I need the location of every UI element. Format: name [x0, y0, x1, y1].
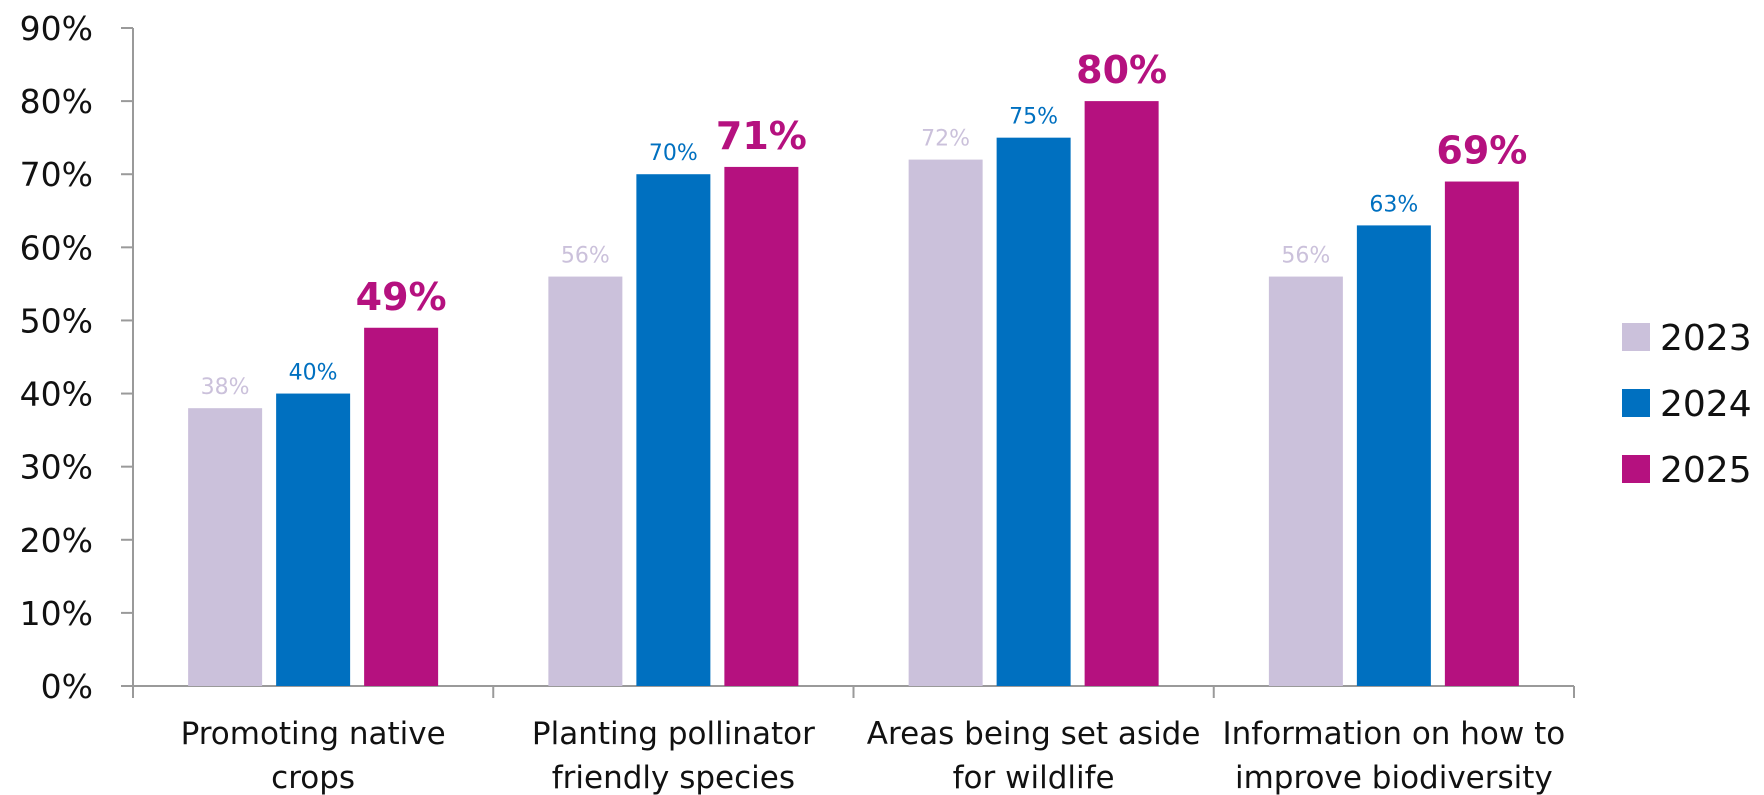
legend-label-2024: 2024 [1660, 384, 1752, 425]
bar-2024 [996, 137, 1071, 686]
x-category-label: Planting pollinator friendly species [532, 716, 815, 795]
legend-label-2023: 2023 [1660, 318, 1752, 359]
x-category-label-line: crops [271, 760, 355, 795]
bar-2023 [1268, 276, 1343, 686]
bar-2024 [1356, 225, 1431, 686]
x-category-label-line: Information on how to [1223, 716, 1566, 752]
data-label-2025: 80% [1076, 48, 1167, 92]
y-tick-label: 0% [41, 667, 93, 706]
data-label-2025: 69% [1436, 129, 1527, 173]
bars [188, 101, 1519, 687]
y-tick-label: 30% [20, 448, 93, 487]
y-tick-label: 60% [20, 228, 93, 267]
y-tick-label: 10% [20, 594, 93, 633]
x-axis: Promoting native crops Planting pollinator… [132, 685, 1575, 795]
x-category-label: Information on how to improve biodiversit… [1223, 716, 1566, 795]
data-label-2023: 56% [1281, 244, 1330, 269]
bar-2025 [1444, 181, 1519, 687]
data-label-2024: 75% [1009, 105, 1058, 130]
legend-swatch-2024 [1622, 389, 1650, 417]
x-category-label-line: for wildlife [953, 760, 1115, 795]
y-axis: 0% 10% 20% 30% 40% 50% 60% 70% 80% 90% [20, 9, 134, 706]
bar-2023 [908, 159, 983, 687]
y-tick-label: 80% [20, 82, 93, 121]
y-tick-label: 40% [20, 375, 93, 414]
data-label-2025: 71% [716, 114, 807, 158]
data-label-2023: 72% [921, 127, 970, 152]
value-labels: 38% 56% 72% 56% 40% 70% 75% 63% 49% 71% 80% 69% [201, 48, 1528, 400]
data-label-2024: 63% [1369, 192, 1418, 217]
y-tick-label: 50% [20, 301, 93, 340]
bar-2025 [1084, 101, 1159, 687]
x-category-label-line: Areas being set aside [867, 716, 1201, 752]
x-category-label-line: Promoting native [181, 716, 446, 752]
y-tick-label: 20% [20, 521, 93, 560]
data-label-2024: 40% [289, 361, 338, 386]
bar-2023 [188, 408, 263, 686]
bar-2024 [636, 174, 711, 686]
data-label-2023: 56% [561, 244, 610, 269]
bar-2023 [548, 276, 623, 686]
legend-label-2025: 2025 [1660, 450, 1752, 491]
legend: 2023 2024 2025 [1622, 318, 1752, 491]
x-category-label-line: improve biodiversity [1235, 760, 1553, 795]
data-label-2024: 70% [649, 141, 698, 166]
legend-swatch-2023 [1622, 323, 1650, 351]
data-label-2023: 38% [201, 375, 250, 400]
bar-2025 [724, 166, 799, 686]
x-category-label-line: friendly species [552, 760, 795, 795]
x-category-label: Areas being set aside for wildlife [867, 716, 1201, 795]
y-tick-label: 70% [20, 155, 93, 194]
legend-swatch-2025 [1622, 455, 1650, 483]
y-tick-label: 90% [20, 9, 93, 48]
x-category-label-line: Planting pollinator [532, 716, 815, 752]
bar-2024 [276, 393, 351, 686]
data-label-2025: 49% [356, 275, 447, 319]
x-category-label: Promoting native crops [181, 716, 446, 795]
bar-2025 [364, 327, 439, 686]
